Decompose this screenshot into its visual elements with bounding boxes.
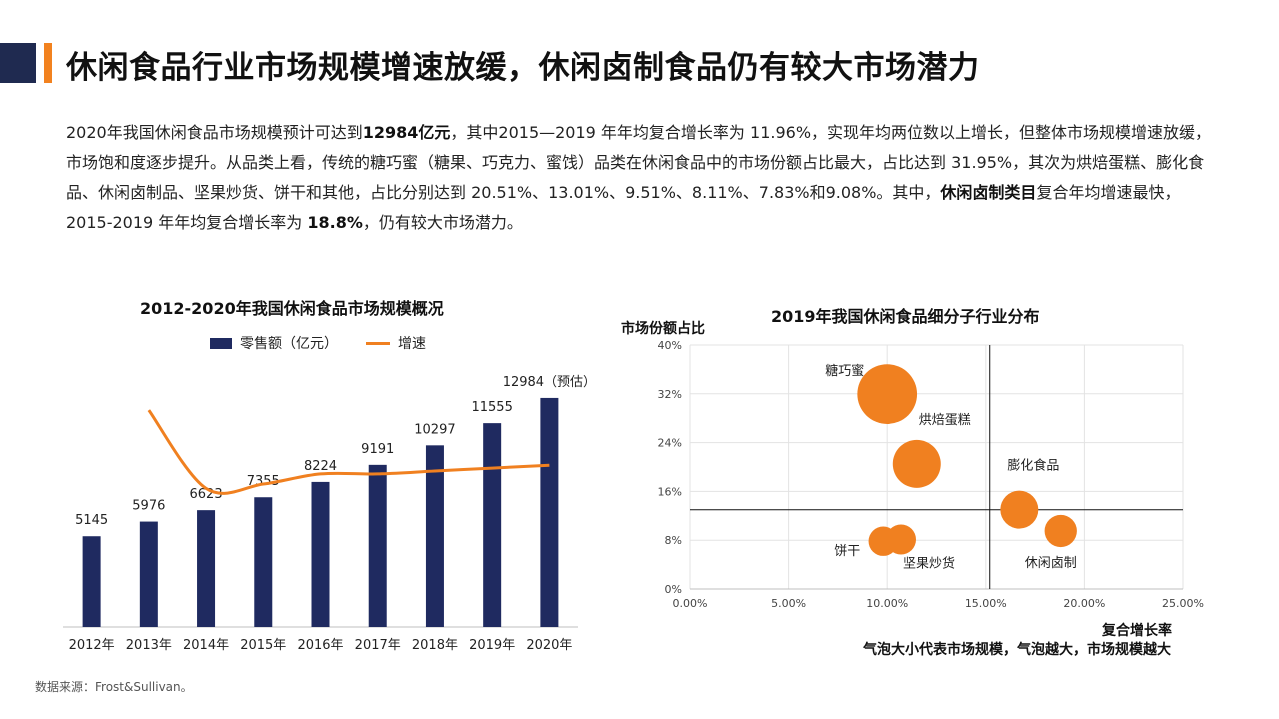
bar-6 xyxy=(425,445,444,627)
bar-chart-legend: 零售额（亿元） 增速 xyxy=(210,333,426,353)
bubble-x-tick-1: 5.00% xyxy=(771,597,806,610)
x-tick-label-3: 2015年 xyxy=(240,638,286,653)
legend-line-swatch xyxy=(366,341,390,345)
bar-value-label-6: 10297 xyxy=(414,422,455,437)
bubble-y-tick-4: 32% xyxy=(658,388,682,401)
bar-chart: 51452012年59762013年66232014年73552015年8224… xyxy=(63,375,596,653)
bubble-label-4: 饼干 xyxy=(834,544,860,559)
bar-4 xyxy=(311,481,330,627)
x-tick-label-2: 2014年 xyxy=(183,638,229,653)
intro-text-2: ，其中2015—2019 年年均复合增长率为 11.96%，实现年均两位数以上增… xyxy=(66,123,1212,202)
bubble-x-tick-5: 25.00% xyxy=(1162,597,1204,610)
page-title: 休闲食品行业市场规模增速放缓，休闲卤制食品仍有较大市场潜力 xyxy=(66,50,980,86)
bar-value-label-4: 8224 xyxy=(304,459,337,474)
intro-bold-1: 12984亿元 xyxy=(362,123,451,142)
bubble-y-tick-5: 40% xyxy=(658,339,682,352)
x-tick-label-5: 2017年 xyxy=(355,638,401,653)
bubble-x-tick-3: 15.00% xyxy=(965,597,1007,610)
intro-paragraph: 2020年我国休闲食品市场规模预计可达到12984亿元，其中2015—2019 … xyxy=(66,118,1216,238)
bar-value-label-7: 11555 xyxy=(471,400,512,415)
bubble-label-0: 糖巧蜜 xyxy=(825,363,864,379)
intro-text-1: 2020年我国休闲食品市场规模预计可达到 xyxy=(66,123,363,142)
x-tick-label-4: 2016年 xyxy=(297,638,343,653)
bar-3 xyxy=(254,497,273,627)
bar-chart-title: 2012-2020年我国休闲食品市场规模概况 xyxy=(140,299,444,318)
title-decoration-dark xyxy=(0,43,36,83)
bar-7 xyxy=(483,423,502,627)
title-decoration-accent xyxy=(44,43,52,83)
legend-line-label: 增速 xyxy=(398,336,426,352)
x-tick-label-8: 2020年 xyxy=(526,638,572,653)
bubble-x-axis-title: 复合增长率 xyxy=(1101,622,1172,639)
legend-bar-swatch xyxy=(210,337,232,349)
bar-value-label-5: 9191 xyxy=(361,442,394,457)
bar-value-label-8: 12984（预估） xyxy=(503,375,596,390)
bubble-label-3: 休闲卤制 xyxy=(1025,555,1077,571)
bar-0 xyxy=(82,536,101,627)
intro-text-3: 复合年均增速最快，2015-2019 年年均复合增长率为 xyxy=(66,183,1181,232)
bubble-y-tick-0: 0% xyxy=(665,583,682,596)
bubble-0 xyxy=(857,364,918,424)
bubble-y-axis-title: 市场份额占比 xyxy=(621,320,705,337)
bubble-label-1: 烘焙蛋糕 xyxy=(919,413,971,428)
intro-text-4: ，仍有较大市场潜力。 xyxy=(362,213,523,232)
bubble-label-5: 坚果炒货 xyxy=(903,556,955,572)
bubble-y-tick-2: 16% xyxy=(658,485,682,498)
bubble-1 xyxy=(892,439,941,488)
data-source: 数据来源：Frost&Sullivan。 xyxy=(35,680,193,694)
bubble-x-tick-2: 10.00% xyxy=(866,597,908,610)
bubble-size-note: 气泡大小代表市场规模，气泡越大，市场规模越大 xyxy=(863,642,1171,658)
bubble-3 xyxy=(1044,514,1077,548)
growth-line xyxy=(147,409,550,495)
bubble-4 xyxy=(868,526,898,556)
bar-2 xyxy=(197,510,216,627)
bubble-x-tick-4: 20.00% xyxy=(1063,597,1105,610)
bubble-label-2: 膨化食品 xyxy=(1007,458,1059,474)
bubble-5 xyxy=(886,524,917,555)
intro-bold-2: 休闲卤制类目 xyxy=(940,183,1037,202)
bar-1 xyxy=(139,521,158,627)
x-tick-label-1: 2013年 xyxy=(126,638,172,653)
x-tick-label-7: 2019年 xyxy=(469,638,515,653)
bar-value-label-1: 5976 xyxy=(132,499,165,514)
x-tick-label-0: 2012年 xyxy=(69,638,115,653)
bubble-chart-title: 2019年我国休闲食品细分子行业分布 xyxy=(771,307,1040,326)
bubble-x-tick-0: 0.00% xyxy=(673,597,708,610)
legend-bar-label: 零售额（亿元） xyxy=(240,336,338,352)
bubble-2 xyxy=(1000,490,1039,529)
bar-5 xyxy=(368,464,387,627)
bar-8 xyxy=(540,397,559,627)
bubble-y-tick-3: 24% xyxy=(658,437,682,450)
bar-value-label-0: 5145 xyxy=(75,513,108,528)
intro-bold-3: 18.8% xyxy=(307,213,363,232)
x-tick-label-6: 2018年 xyxy=(412,638,458,653)
bubble-y-tick-1: 8% xyxy=(665,534,682,547)
